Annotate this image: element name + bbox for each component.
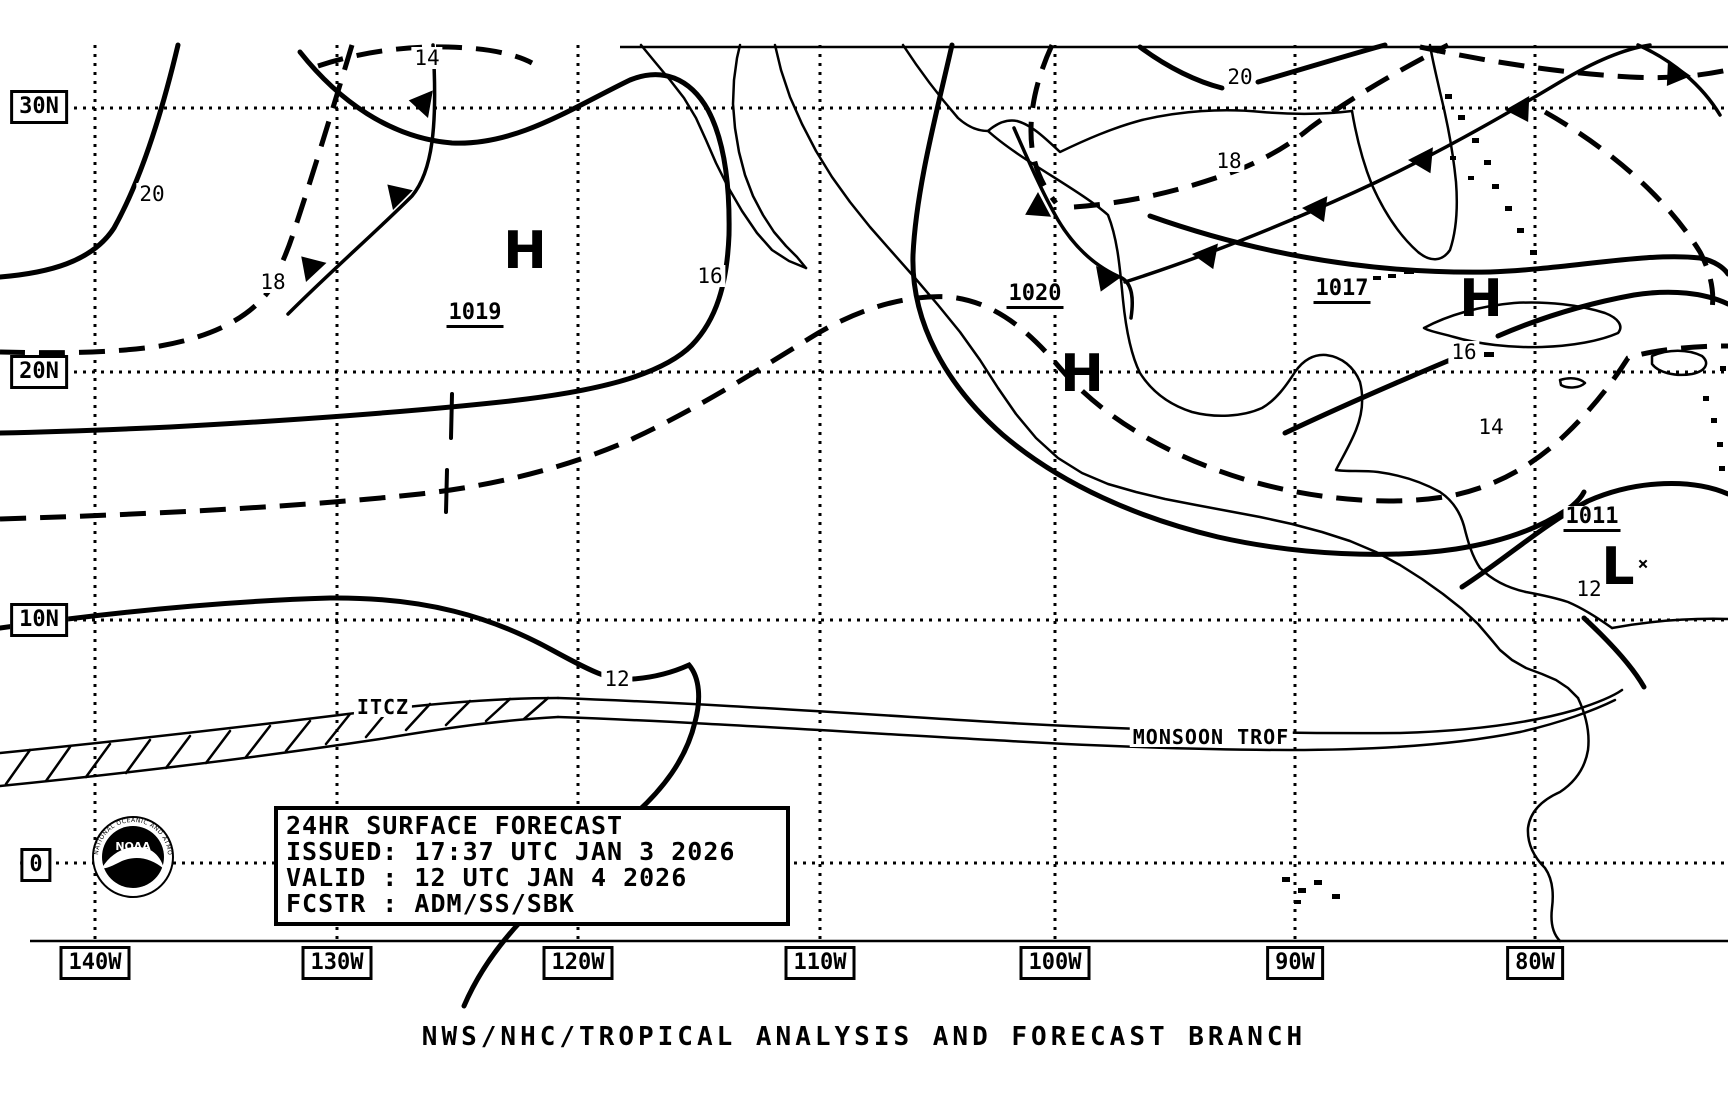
isobar-label-12-low: 12 [1573,578,1605,600]
cold-front-triangle [1666,60,1691,87]
coastlines [639,43,1728,943]
lon-label-90w: 90W [1266,946,1324,980]
isobar-label-18-nw: 18 [257,271,289,293]
isobar-label-16-cuba: 16 [1448,341,1480,363]
info-valid: VALID : 12 UTC JAN 4 2026 [286,863,688,892]
fronts [286,43,1722,320]
lat-label-eq: 0 [20,848,52,882]
lon-label-120w: 120W [542,946,614,980]
isobar-label-14-top: 14 [411,47,443,69]
monsoon-trough-label: MONSOON TROF [1129,727,1293,747]
itcz-band [0,696,560,788]
cold-front-triangle [1302,196,1328,223]
monsoon-trough-lines [556,688,1624,752]
cold-front-triangle [301,256,327,282]
low-value-panama: 1011 [1563,506,1621,532]
isobar-label-14-carib: 14 [1475,416,1507,438]
high-symbol-mexico: H [1060,344,1104,404]
lon-label-130w: 130W [301,946,373,980]
isobar-label-20-gulf: 20 [1224,66,1256,88]
noaa-logo: NATIONAL OCEANIC AND ATMOSPHERIC ADMIN U… [0,0,174,898]
isobar-label-16-epac: 16 [694,265,726,287]
cold-front-triangle [1192,243,1218,270]
branch-title: NWS/NHC/TROPICAL ANALYSIS AND FORECAST B… [421,1022,1307,1052]
info-title: 24HR SURFACE FORECAST [286,811,624,840]
cold-front-triangle [408,90,433,118]
cold-front-triangle [1025,192,1052,217]
high-symbol-cuba: H [1459,269,1503,329]
high-value-cuba: 1017 [1313,278,1371,304]
info-issued: ISSUED: 17:37 UTC JAN 3 2026 [286,837,736,866]
itcz-label: ITCZ [353,697,413,717]
cold-front-triangle [387,184,413,210]
cold-front-triangle [1408,147,1433,174]
high-value-epac: 1019 [446,302,504,328]
forecast-info-box: 24HR SURFACE FORECAST ISSUED: 17:37 UTC … [274,806,790,926]
lat-label-30n: 30N [10,90,68,124]
low-position-marker: × [1637,553,1649,575]
lat-label-10n: 10N [10,603,68,637]
map-frame [30,45,1728,943]
low-symbol-panama: L [1601,537,1635,597]
lat-label-20n: 20N [10,355,68,389]
isobar-label-18-gulf: 18 [1213,150,1245,172]
isobar-label-12-epac: 12 [601,668,633,690]
info-forecaster: FCSTR : ADM/SS/SBK [286,889,575,918]
isobar-label-20-nw: 20 [136,183,168,205]
cold-front-triangle [1505,96,1530,123]
cold-front-triangle [1096,266,1122,292]
lon-label-140w: 140W [59,946,131,980]
high-symbol-epac: H [503,221,547,281]
high-value-mexico: 1020 [1006,283,1064,309]
lon-label-80w: 80W [1506,946,1564,980]
isobars-solid [0,42,1728,1009]
lon-label-110w: 110W [784,946,856,980]
lon-label-100w: 100W [1019,946,1091,980]
